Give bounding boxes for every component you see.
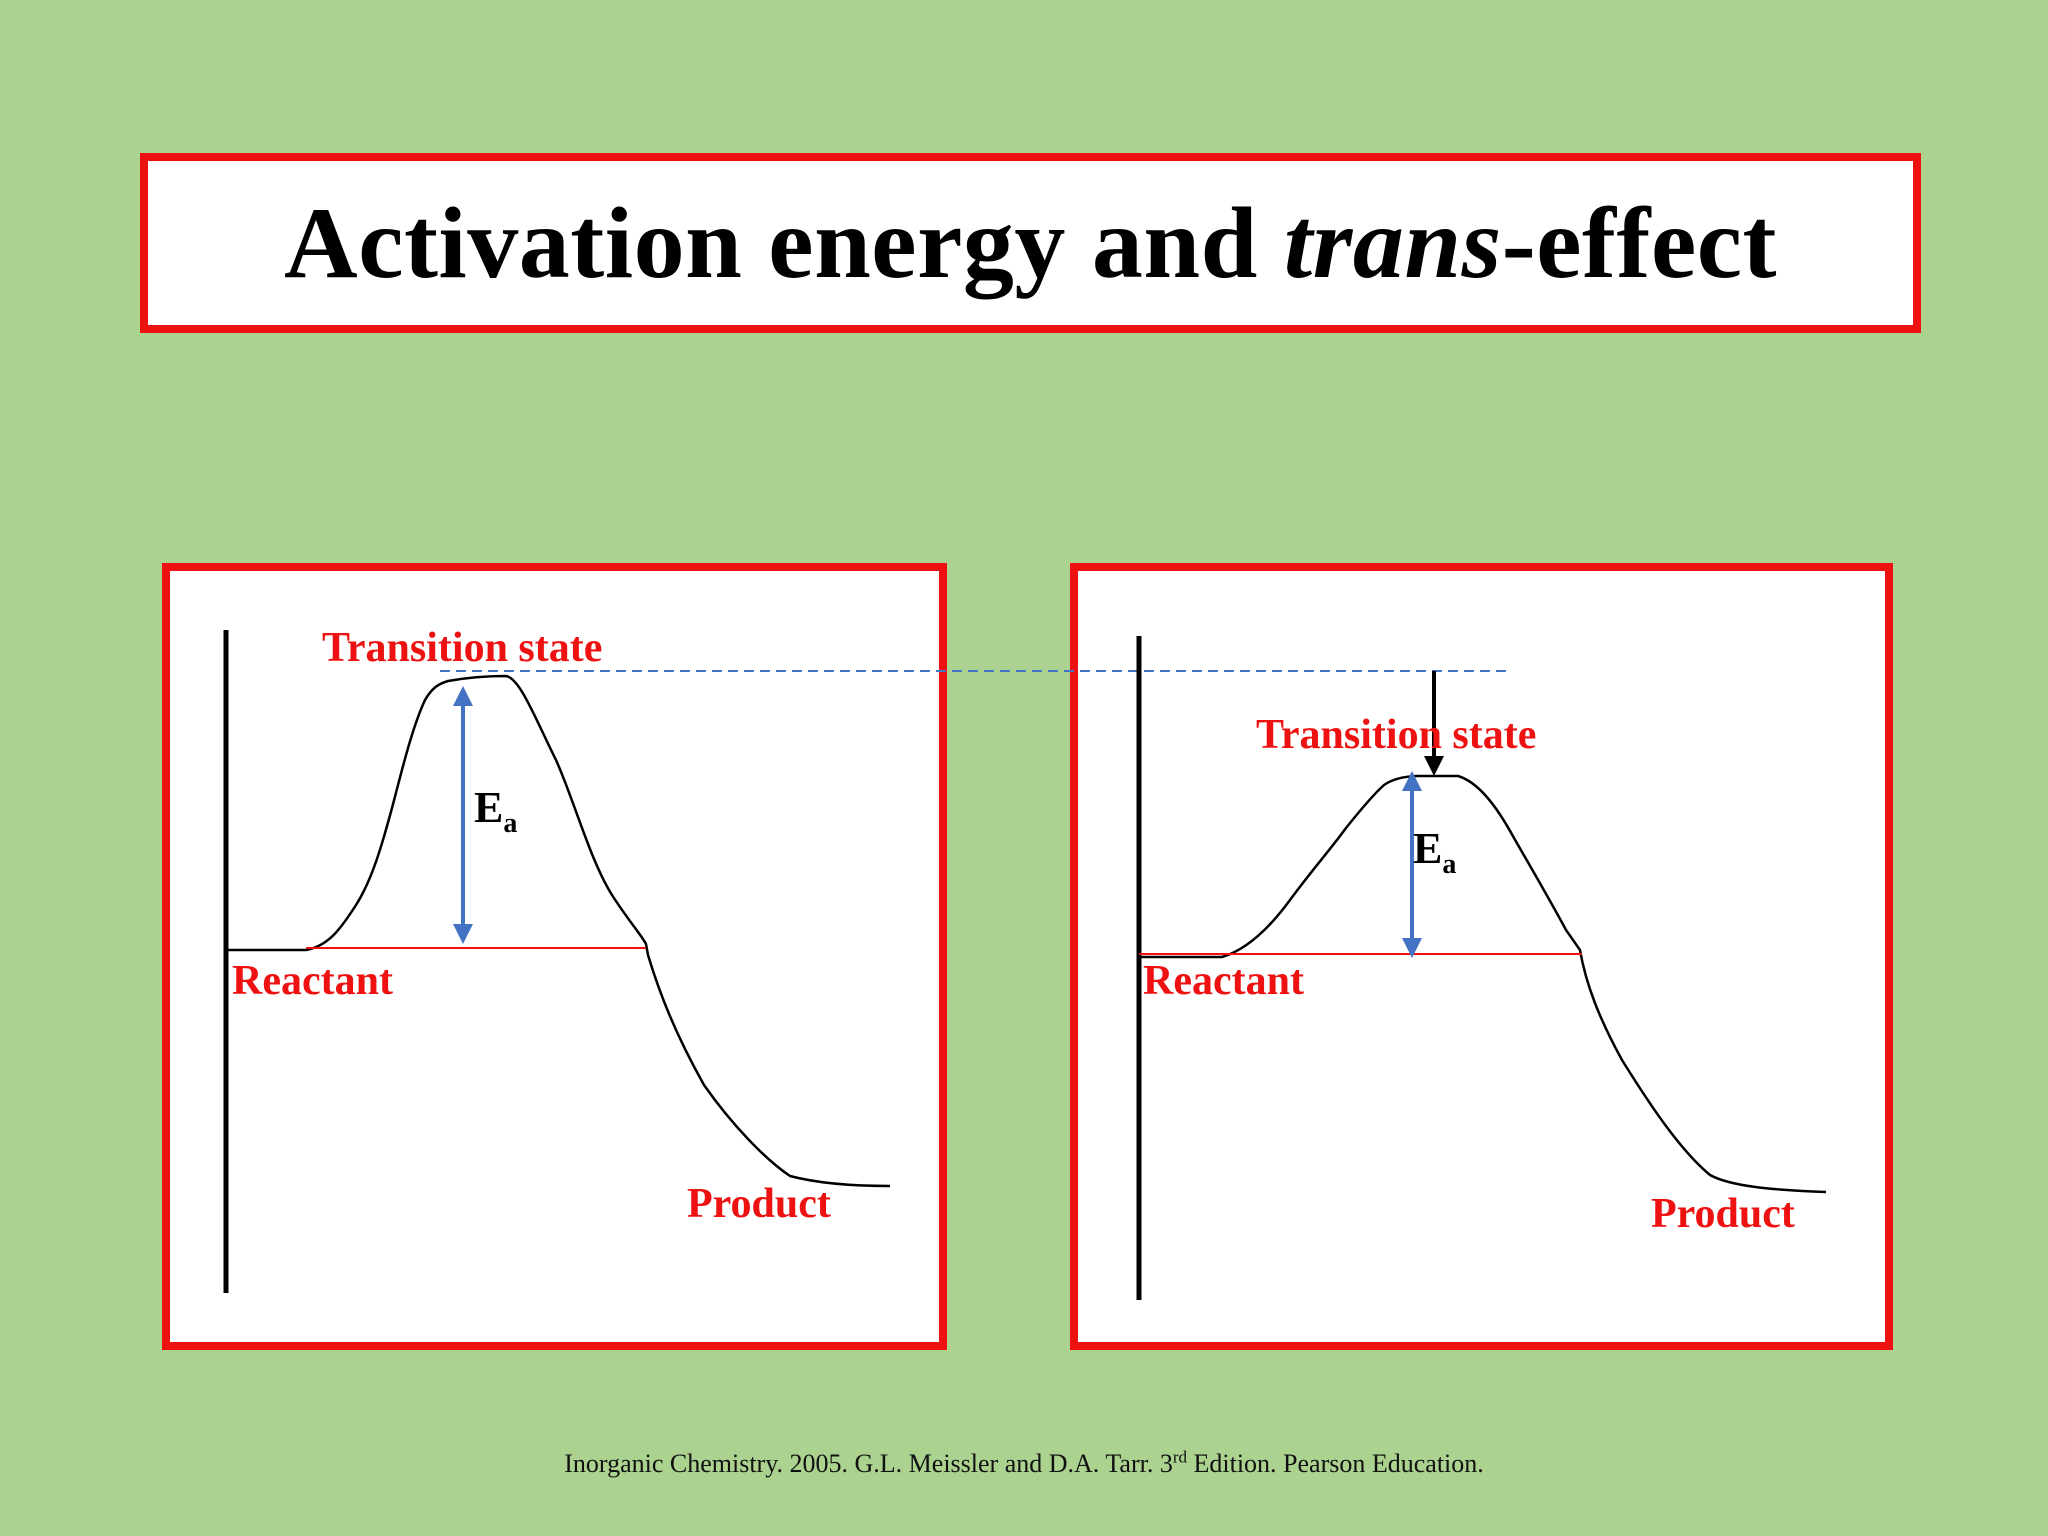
left-product-label: Product: [687, 1181, 831, 1227]
slide-title: Activation energy and trans-effect: [284, 185, 1777, 302]
title-box: Activation energy and trans-effect: [140, 153, 1921, 333]
left-reactant-label: Reactant: [232, 958, 393, 1004]
left-ea-label: Ea: [474, 783, 517, 839]
right-ea-main: E: [1413, 824, 1442, 873]
left-ea-sub: a: [503, 808, 517, 839]
right-reaction-curve: [1139, 774, 1827, 1194]
left-diagram-panel: [162, 563, 947, 1350]
citation-sup: rd: [1172, 1447, 1187, 1467]
citation-after-sup: Edition. Pearson Education.: [1187, 1449, 1484, 1478]
right-ea-label: Ea: [1413, 824, 1456, 880]
right-transition-state-label: Transition state: [1256, 712, 1536, 758]
citation: Inorganic Chemistry. 2005. G.L. Meissler…: [0, 1447, 2048, 1479]
citation-before-sup: Inorganic Chemistry. 2005. G.L. Meissler…: [564, 1449, 1173, 1478]
title-prefix: Activation energy and: [284, 186, 1284, 300]
left-transition-state-label: Transition state: [322, 625, 602, 671]
right-product-label: Product: [1651, 1191, 1795, 1237]
title-suffix: -effect: [1501, 186, 1777, 300]
right-ea-sub: a: [1442, 849, 1456, 880]
title-italic: trans: [1283, 186, 1502, 300]
left-reaction-curve: [226, 674, 891, 1188]
right-reactant-label: Reactant: [1143, 958, 1304, 1004]
left-ea-main: E: [474, 783, 503, 832]
